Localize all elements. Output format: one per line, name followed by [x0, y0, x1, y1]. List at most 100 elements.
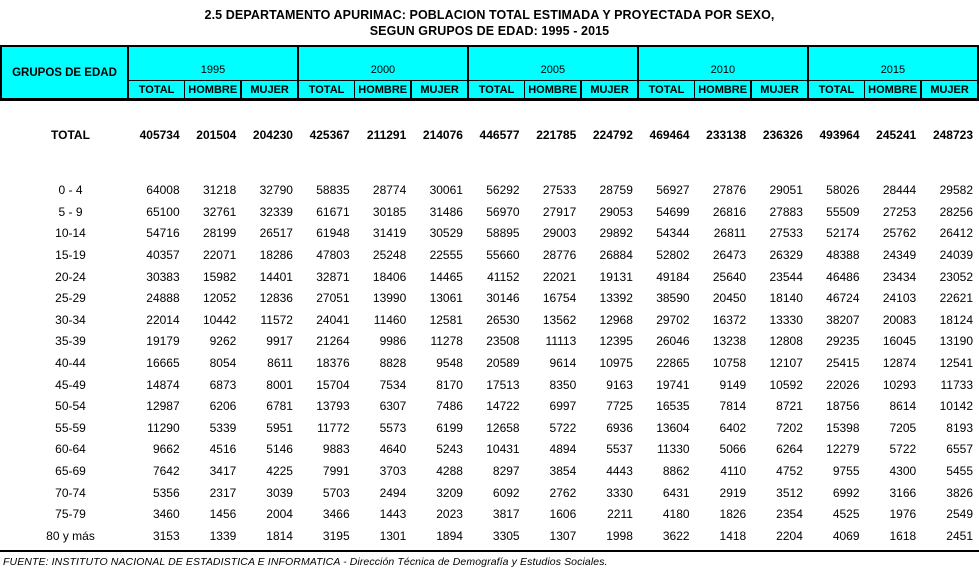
population-value: 7991	[322, 464, 350, 479]
age-group-label: 55-59	[55, 420, 86, 435]
population-value: 26517	[259, 226, 293, 241]
population-value: 12968	[599, 312, 633, 327]
sub-header-total: TOTAL	[296, 80, 356, 101]
population-value: 41152	[487, 269, 520, 284]
population-value: 4443	[606, 464, 633, 479]
population-value: 32790	[259, 183, 293, 198]
population-value: 5356	[152, 485, 180, 500]
population-value: 2549	[946, 507, 973, 522]
population-value: 24041	[316, 312, 350, 327]
population-value: 4525	[832, 507, 860, 522]
population-value: 7486	[436, 399, 463, 414]
population-value: 6992	[832, 485, 860, 500]
population-value: 221785	[536, 128, 577, 142]
population-value: 18376	[316, 356, 350, 371]
population-value: 5722	[889, 442, 917, 457]
population-value: 2204	[776, 528, 803, 543]
year-header-2005: 2005	[466, 45, 639, 81]
population-value: 3826	[946, 485, 973, 500]
population-value: 22865	[656, 356, 690, 371]
population-value: 24103	[882, 291, 917, 306]
population-value: 6873	[209, 377, 237, 392]
population-value: 26329	[769, 248, 803, 263]
population-value: 7202	[776, 420, 803, 435]
population-value: 11278	[430, 334, 463, 349]
population-value: 29053	[599, 204, 633, 219]
population-value: 8193	[946, 420, 973, 435]
population-value: 5339	[209, 420, 237, 435]
population-value: 16535	[656, 399, 690, 414]
population-value: 14401	[259, 269, 293, 284]
age-group-label: 80 y más	[46, 528, 95, 543]
table-row: TOTAL 405734 201504 204230 425367 211291 21407…	[1, 117, 978, 154]
population-value: 30383	[146, 269, 180, 284]
population-value: 9262	[209, 334, 237, 349]
population-value: 24039	[939, 248, 973, 263]
population-value: 25248	[372, 248, 407, 263]
population-value: 27533	[769, 226, 803, 241]
sub-header-hombre: HOMBRE	[524, 80, 583, 101]
population-value: 23544	[769, 269, 803, 284]
population-value: 10758	[712, 356, 747, 371]
population-value: 3195	[322, 528, 350, 543]
population-value: 446577	[479, 128, 520, 142]
population-value: 26046	[656, 334, 690, 349]
population-value: 38207	[826, 312, 860, 327]
age-group-label: 0 - 4	[58, 183, 83, 198]
population-value: 7205	[889, 420, 917, 435]
population-value: 31419	[372, 226, 407, 241]
spacer-row	[1, 154, 978, 180]
population-value: 54699	[656, 204, 690, 219]
population-value: 25762	[882, 226, 917, 241]
population-value: 11330	[657, 442, 690, 457]
population-value: 29582	[939, 183, 973, 198]
population-value: 5455	[946, 464, 973, 479]
population-value: 10431	[486, 442, 520, 457]
population-value: 14465	[429, 269, 463, 284]
population-value: 26816	[712, 204, 747, 219]
year-header-2015: 2015	[806, 45, 979, 81]
population-value: 9755	[832, 464, 860, 479]
population-value: 29003	[542, 226, 577, 241]
population-value: 214076	[422, 128, 463, 142]
population-value: 5573	[379, 420, 407, 435]
population-value: 6206	[209, 399, 237, 414]
population-value: 1976	[889, 507, 917, 522]
table-row: 0 - 4 64008 31218 32790 58835 28774 30061 56292…	[1, 180, 978, 202]
population-value: 26473	[712, 248, 747, 263]
population-value: 8297	[492, 464, 520, 479]
table-row: 55-59 11290 5339 5951 11772 5573 6199 12658 5722…	[1, 417, 978, 439]
population-value: 13238	[712, 334, 747, 349]
population-value: 27876	[712, 183, 747, 198]
population-value: 15398	[826, 420, 860, 435]
population-value: 4894	[549, 442, 577, 457]
population-value: 12808	[769, 334, 803, 349]
population-value: 27051	[316, 291, 350, 306]
population-value: 28199	[202, 226, 237, 241]
population-value: 12581	[429, 312, 463, 327]
population-value: 16045	[882, 334, 917, 349]
population-value: 4516	[209, 442, 237, 457]
population-value: 9614	[549, 356, 577, 371]
population-value: 2354	[776, 507, 803, 522]
population-value: 46486	[826, 269, 860, 284]
population-value: 13990	[372, 291, 407, 306]
population-value: 12987	[146, 399, 180, 414]
population-value: 61671	[316, 204, 350, 219]
population-value: 16665	[146, 356, 180, 371]
population-value: 28256	[939, 204, 973, 219]
population-value: 61948	[316, 226, 350, 241]
population-value: 27533	[542, 183, 577, 198]
population-value: 4640	[379, 442, 407, 457]
population-value: 3417	[209, 464, 237, 479]
population-value: 58026	[826, 183, 860, 198]
population-value: 10975	[599, 356, 633, 371]
population-value: 9149	[719, 377, 747, 392]
population-value: 11572	[260, 312, 293, 327]
population-value: 30061	[429, 183, 463, 198]
population-value: 204230	[252, 128, 293, 142]
population-value: 1998	[606, 528, 633, 543]
population-value: 22555	[429, 248, 463, 263]
population-value: 23508	[486, 334, 520, 349]
